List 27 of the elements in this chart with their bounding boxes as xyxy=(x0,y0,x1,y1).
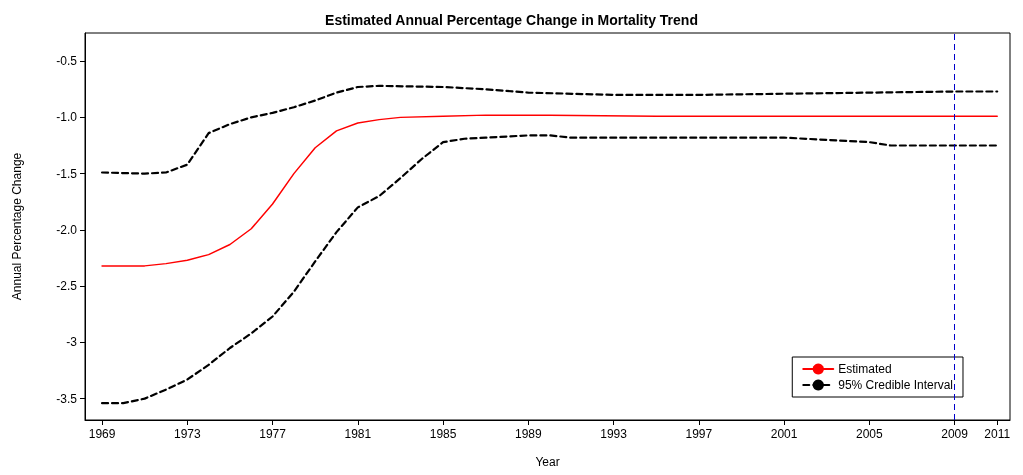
x-tick-label: 1977 xyxy=(259,427,287,441)
y-tick-label: -2.5 xyxy=(56,279,78,294)
x-tick-label: 1993 xyxy=(600,427,628,441)
y-axis-title: Annual Percentage Change xyxy=(10,152,24,301)
chart-title: Estimated Annual Percentage Change in Mortality Trend xyxy=(325,12,698,28)
y-tick-label: -1.0 xyxy=(56,110,78,125)
y-tick-label: -2.0 xyxy=(56,222,78,237)
line-series xyxy=(100,84,999,175)
line-series xyxy=(100,134,999,405)
y-tick-label: -0.5 xyxy=(56,54,78,69)
x-tick-label: 2011 xyxy=(984,427,1011,441)
x-tick-label: 1985 xyxy=(429,427,457,441)
x-tick-label: 1989 xyxy=(514,427,542,441)
x-tick-label: 2005 xyxy=(855,427,883,441)
line-series xyxy=(101,114,998,267)
x-tick-label: 1969 xyxy=(88,427,116,441)
legend-label: Estimated xyxy=(838,362,892,376)
y-tick-label: -3.5 xyxy=(56,391,78,406)
x-tick-label: 2009 xyxy=(941,427,969,441)
y-tick-label: -1.5 xyxy=(56,166,78,181)
x-tick-label: 2001 xyxy=(770,427,798,441)
x-tick-label: 1973 xyxy=(173,427,201,441)
x-tick-label: 1981 xyxy=(344,427,372,441)
x-axis-title: Year xyxy=(535,455,560,469)
y-tick-label: -3 xyxy=(66,335,78,350)
legend-label: 95% Credible Interval xyxy=(838,378,954,392)
x-tick-label: 1997 xyxy=(685,427,713,441)
